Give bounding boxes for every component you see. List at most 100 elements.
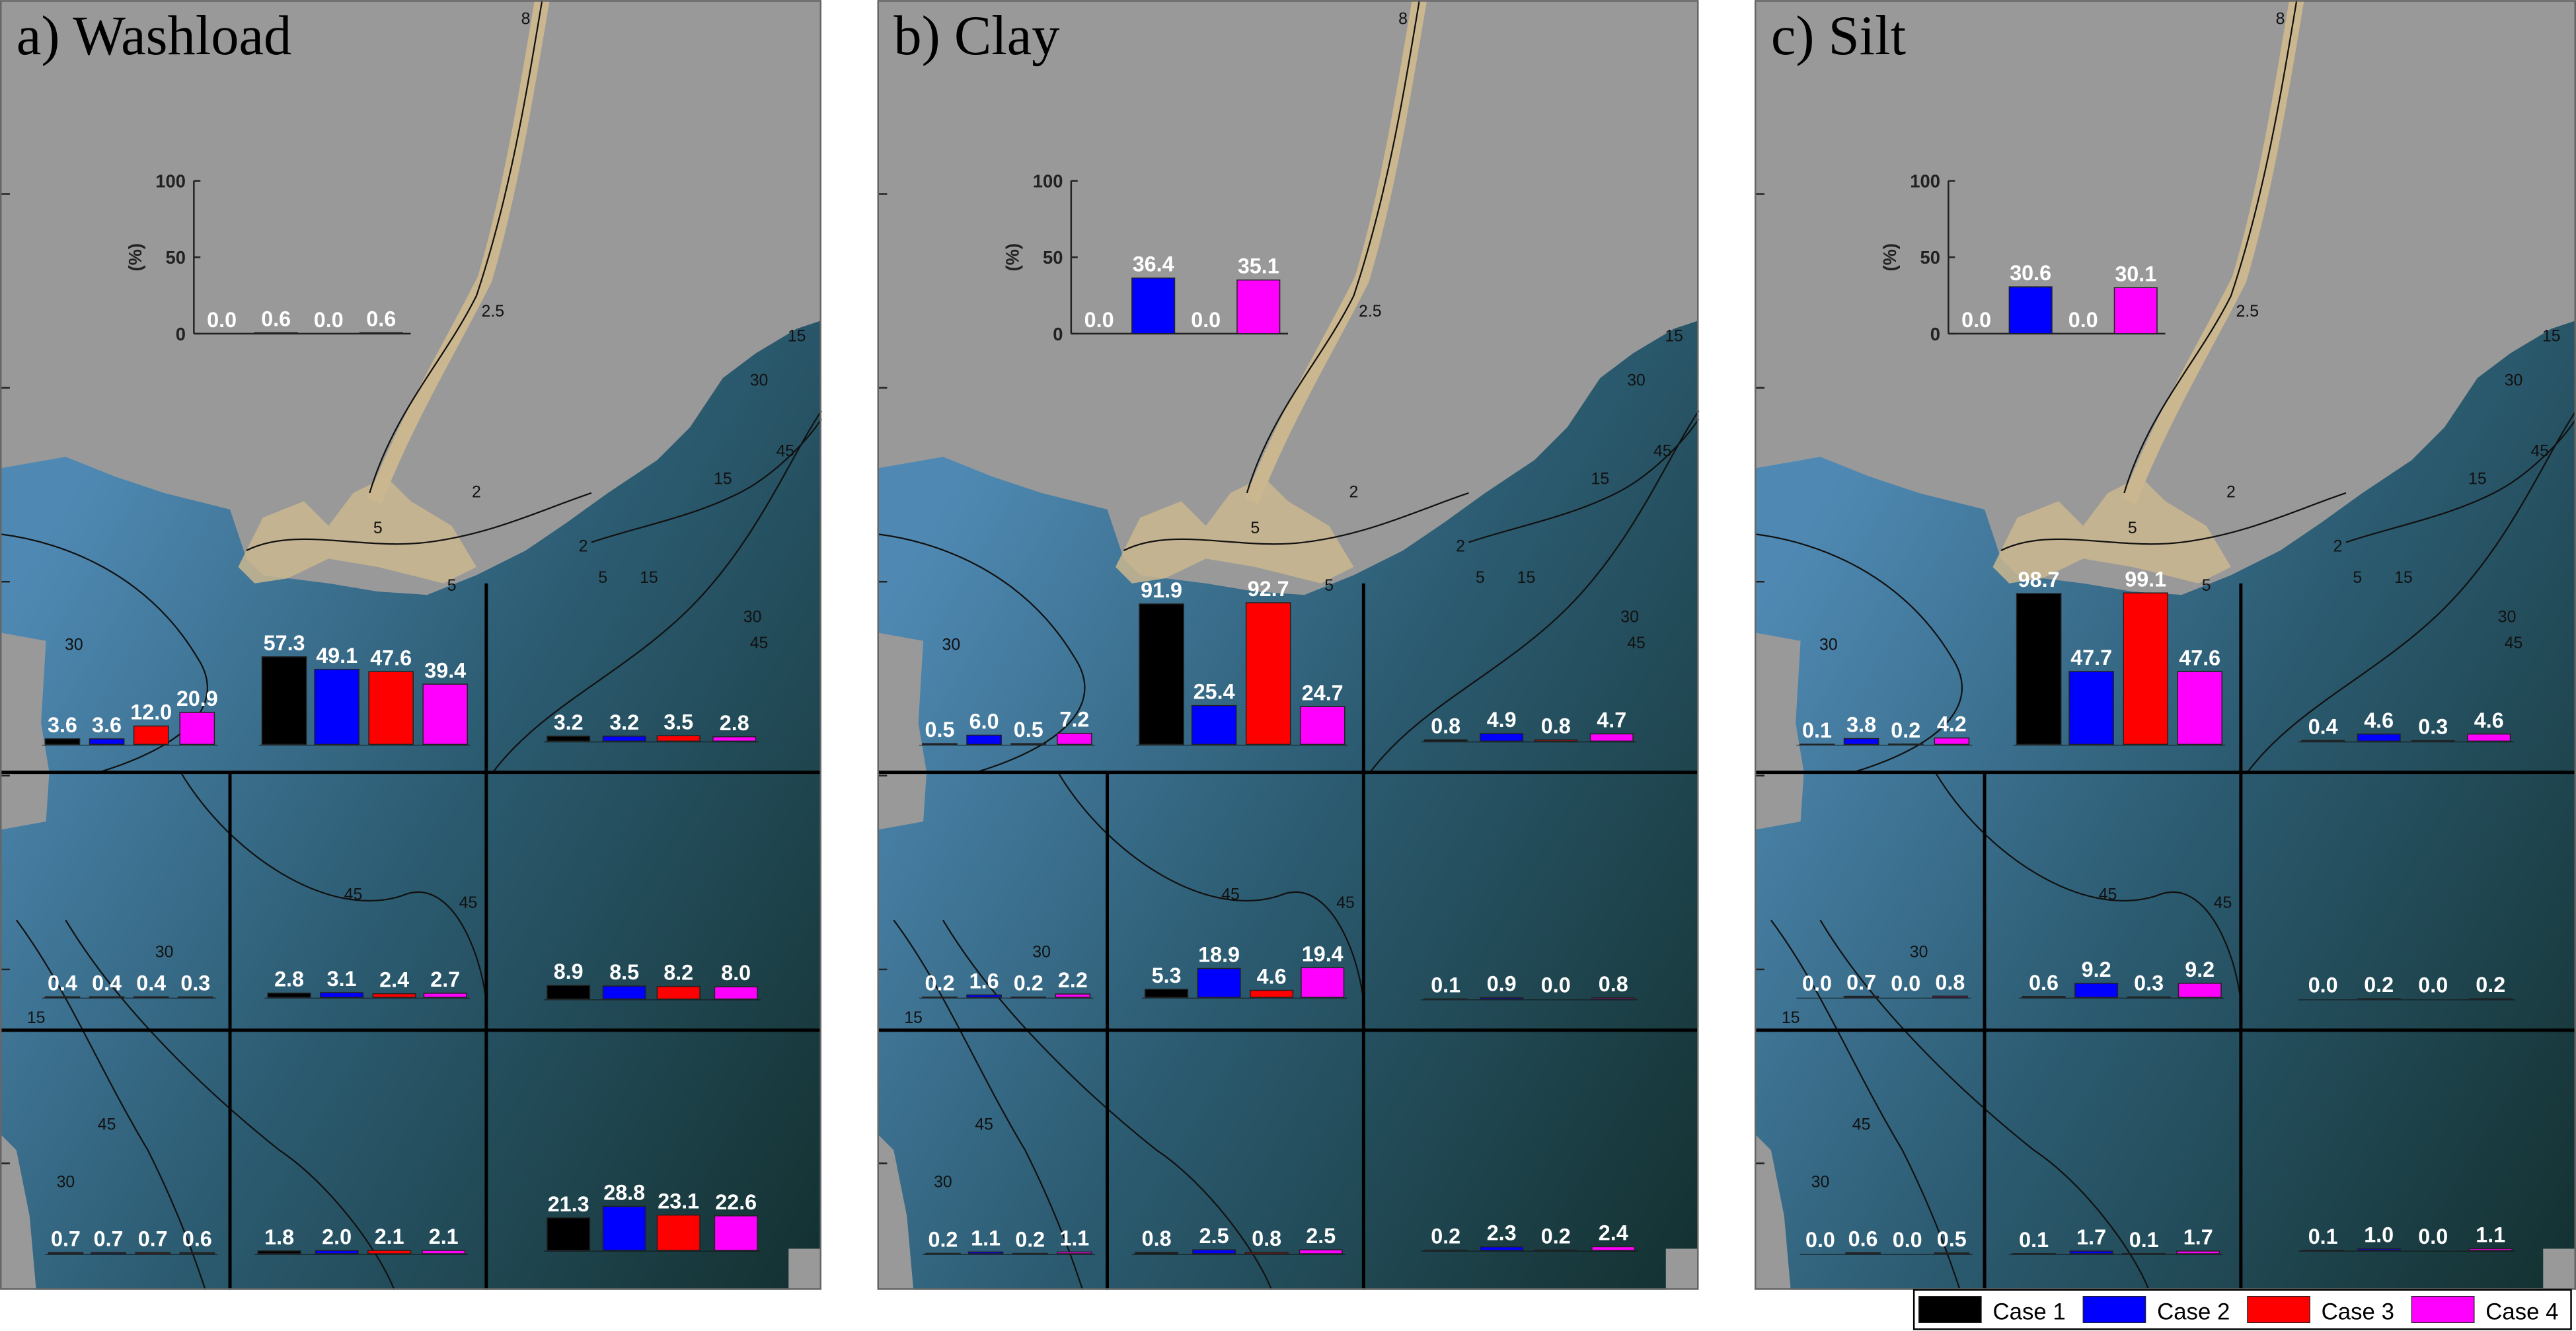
value-label: 9.2 [2185, 958, 2215, 981]
value-label: 0.1 [1431, 973, 1460, 997]
water [1755, 320, 2576, 1290]
value-label: 4.2 [1937, 712, 1967, 736]
panel-title: b) Clay [893, 5, 1059, 67]
contour-line [246, 492, 592, 551]
contour-line [492, 410, 822, 773]
contour-label: 5 [447, 577, 457, 595]
bar [1480, 1246, 1524, 1251]
contour-label: 5 [373, 519, 383, 537]
value-label: 2.0 [322, 1225, 352, 1248]
value-label: 0.0 [314, 308, 344, 332]
legend-swatch [2082, 1295, 2146, 1324]
bar [602, 1205, 646, 1251]
bar [547, 985, 591, 1000]
contour-label: 45 [2505, 634, 2523, 652]
contour-line [2246, 410, 2576, 773]
value-label: 28.8 [603, 1180, 645, 1204]
value-label: 0.6 [182, 1227, 212, 1251]
bar [1423, 739, 1468, 742]
value-label: 2.8 [274, 968, 304, 991]
contour-label: 30 [942, 636, 961, 654]
value-label: 0.2 [2364, 973, 2394, 997]
value-label: 4.6 [2364, 708, 2394, 732]
value-label: 0.0 [1893, 1228, 1922, 1252]
value-label: 0.9 [1487, 972, 1517, 996]
value-label: 1.7 [2183, 1225, 2213, 1249]
contour-label: 5 [2128, 519, 2137, 537]
delta-sand [238, 476, 476, 584]
value-label: 0.2 [1891, 718, 1920, 742]
value-label: 0.0 [2418, 1225, 2448, 1248]
bar [2176, 1250, 2220, 1254]
value-label: 0.2 [2476, 973, 2505, 997]
bar [714, 986, 758, 1000]
value-label: 0.5 [925, 718, 955, 742]
contour-label: 5 [1476, 569, 1485, 587]
bar [48, 1252, 84, 1254]
bar [1480, 997, 1524, 1000]
contour-label: 2 [2333, 538, 2343, 556]
bar [44, 738, 81, 745]
contour-label: 45 [1852, 1116, 1871, 1134]
contour-label: 15 [27, 1009, 46, 1027]
bar [267, 992, 311, 998]
contour-line [591, 418, 822, 543]
value-label: 0.4 [2308, 714, 2338, 738]
contour-line [1057, 772, 1365, 1031]
value-label: 0.2 [1431, 1225, 1460, 1248]
bar [1139, 603, 1184, 745]
bar [1245, 602, 1291, 745]
contour-line [1468, 418, 1700, 543]
legend-label: Case 3 [2322, 1299, 2394, 1324]
bar [2069, 1250, 2113, 1254]
bar [2178, 983, 2222, 998]
value-label: 0.6 [1848, 1227, 1878, 1251]
bar [1845, 1252, 1881, 1254]
y-tick-label: 100 [155, 171, 186, 192]
value-label: 0.3 [180, 971, 210, 995]
contour-line [1123, 492, 1469, 551]
bar [1131, 277, 1176, 334]
bar [1144, 989, 1189, 998]
bar [1591, 997, 1636, 1000]
y-axis-label: (%) [1879, 243, 1900, 272]
bar [2113, 287, 2158, 334]
bar [422, 1250, 466, 1254]
value-label: 30.1 [2115, 262, 2156, 285]
contour-label: 45 [1336, 894, 1355, 912]
bar [922, 743, 958, 745]
contour-label: 15 [2394, 569, 2413, 587]
legend-swatch [1918, 1295, 1982, 1324]
value-label: 57.3 [264, 631, 305, 655]
y-tick-label: 0 [1053, 324, 1063, 344]
value-label: 0.1 [2019, 1228, 2049, 1252]
bar [1934, 1252, 1970, 1254]
value-label: 0.2 [1541, 1225, 1571, 1248]
value-label: 2.1 [429, 1225, 459, 1248]
bar [2177, 671, 2223, 745]
value-label: 47.7 [2070, 646, 2112, 669]
value-label: 2.3 [1487, 1221, 1517, 1245]
bar [712, 736, 757, 742]
value-label: 21.3 [548, 1192, 589, 1216]
value-label: 4.6 [2474, 708, 2504, 732]
value-label: 7.2 [1059, 708, 1089, 732]
contour-label: 45 [2099, 886, 2117, 904]
y-tick-label: 50 [1920, 247, 1940, 268]
contour-line [877, 533, 1086, 773]
bar [2068, 671, 2114, 745]
y-axis-label: (%) [125, 243, 145, 272]
contour-label: 2.5 [482, 303, 505, 321]
value-label: 3.6 [48, 713, 77, 737]
contour-label: 30 [1627, 371, 1646, 389]
legend-label: Case 1 [1992, 1299, 2065, 1324]
bar [1135, 1252, 1179, 1254]
bar [261, 656, 307, 745]
bar [1056, 732, 1092, 745]
bar [422, 683, 469, 745]
contour-label: 45 [459, 894, 478, 912]
legend-swatch [2411, 1295, 2475, 1324]
value-label: 3.2 [609, 710, 639, 734]
bar [2016, 593, 2062, 745]
